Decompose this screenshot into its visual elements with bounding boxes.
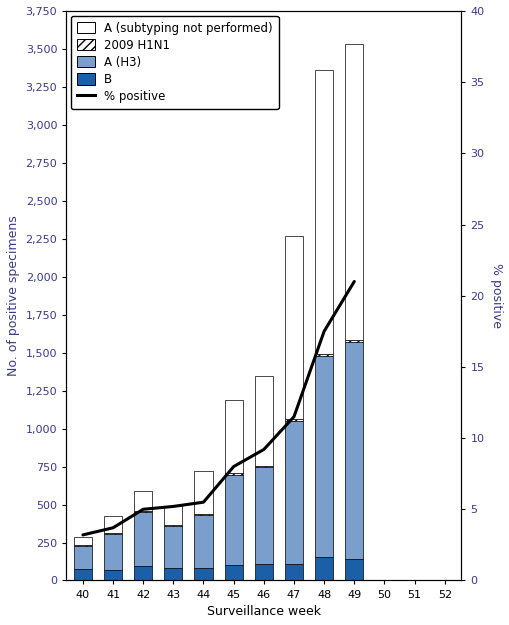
X-axis label: Surveillance week: Surveillance week [207, 605, 320, 618]
Bar [224, 473, 242, 475]
Bar [315, 557, 332, 581]
Bar [194, 515, 212, 568]
Bar [104, 570, 122, 581]
Bar [285, 419, 302, 421]
Bar [104, 534, 122, 570]
Bar [224, 475, 242, 564]
Bar [194, 514, 212, 515]
Bar [285, 421, 302, 564]
Bar [254, 376, 272, 466]
Bar [134, 491, 152, 511]
Bar [74, 569, 92, 581]
Bar [74, 546, 92, 569]
Bar [315, 354, 332, 356]
Y-axis label: No. of positive specimens: No. of positive specimens [7, 216, 20, 376]
Bar [164, 526, 182, 568]
Bar [345, 559, 362, 581]
Bar [134, 512, 152, 566]
Bar [285, 236, 302, 419]
Bar [74, 538, 92, 545]
Bar [315, 70, 332, 354]
Bar [254, 564, 272, 581]
Bar [134, 566, 152, 581]
Bar [104, 533, 122, 534]
Bar [224, 400, 242, 473]
Legend: A (subtyping not performed), 2009 H1N1, A (H3), B, % positive: A (subtyping not performed), 2009 H1N1, … [71, 16, 278, 109]
Bar [164, 506, 182, 524]
Bar [74, 545, 92, 546]
Bar [194, 471, 212, 514]
Bar [224, 564, 242, 581]
Bar [345, 342, 362, 559]
Bar [345, 340, 362, 342]
Bar [164, 568, 182, 581]
Bar [104, 516, 122, 533]
Bar [254, 468, 272, 564]
Bar [315, 356, 332, 557]
Bar [254, 466, 272, 468]
Bar [345, 44, 362, 340]
Bar [164, 524, 182, 526]
Bar [134, 511, 152, 512]
Y-axis label: % positive: % positive [489, 263, 502, 328]
Bar [285, 564, 302, 581]
Bar [194, 568, 212, 581]
